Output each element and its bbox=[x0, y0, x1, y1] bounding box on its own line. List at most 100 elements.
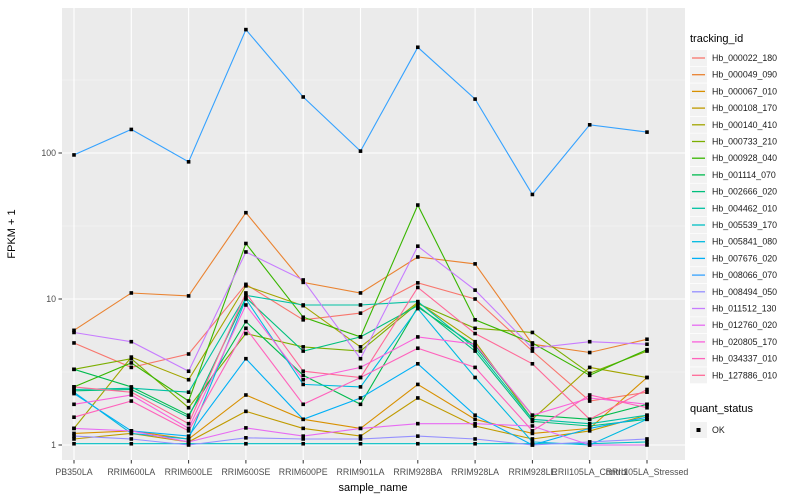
data-point bbox=[129, 399, 134, 403]
data-point bbox=[129, 441, 134, 446]
data-point bbox=[587, 440, 592, 444]
data-point bbox=[416, 285, 420, 290]
data-point bbox=[358, 349, 363, 353]
data-point bbox=[358, 385, 363, 389]
data-point bbox=[416, 382, 420, 387]
data-point bbox=[473, 339, 477, 344]
data-point bbox=[587, 396, 592, 400]
x-tick-label: RRIM928LE bbox=[508, 467, 556, 477]
data-point bbox=[587, 399, 592, 403]
data-point bbox=[416, 346, 420, 351]
data-point bbox=[473, 342, 477, 347]
data-point bbox=[301, 369, 305, 374]
data-point bbox=[416, 441, 420, 446]
data-point bbox=[72, 415, 76, 420]
data-point bbox=[587, 426, 592, 431]
data-point bbox=[301, 382, 305, 387]
legend-item-Hb_000733_210: Hb_000733_210 bbox=[690, 133, 777, 150]
data-point bbox=[129, 386, 134, 390]
series-lines bbox=[72, 27, 649, 447]
quant-status-marker bbox=[696, 428, 701, 432]
data-point bbox=[587, 339, 592, 344]
legend-item-Hb_008066_070: Hb_008066_070 bbox=[690, 267, 777, 284]
data-point bbox=[129, 127, 134, 132]
data-point bbox=[645, 375, 649, 380]
data-point bbox=[473, 318, 477, 322]
data-point bbox=[587, 350, 592, 355]
data-point bbox=[530, 413, 535, 417]
data-point bbox=[244, 326, 248, 331]
data-point bbox=[72, 385, 76, 389]
legend-item-Hb_005841_080: Hb_005841_080 bbox=[690, 233, 777, 250]
data-point bbox=[186, 440, 191, 444]
data-point bbox=[473, 288, 477, 292]
data-point bbox=[530, 431, 535, 436]
data-point bbox=[587, 424, 592, 428]
legend-item-label: Hb_000733_210 bbox=[712, 137, 777, 147]
data-point bbox=[358, 375, 363, 380]
data-point bbox=[473, 326, 477, 331]
legend-item-Hb_008494_050: Hb_008494_050 bbox=[690, 283, 777, 300]
data-point bbox=[645, 387, 649, 392]
legend-item-label: Hb_000022_180 bbox=[712, 53, 777, 63]
data-point bbox=[129, 429, 134, 433]
data-point bbox=[301, 315, 305, 320]
legend-item-Hb_001114_070: Hb_001114_070 bbox=[690, 166, 776, 183]
data-point bbox=[301, 434, 305, 438]
data-point bbox=[473, 297, 477, 301]
data-point bbox=[530, 429, 535, 433]
data-point bbox=[186, 429, 191, 433]
data-point bbox=[358, 402, 363, 407]
data-point bbox=[186, 369, 191, 374]
data-point bbox=[301, 417, 305, 422]
data-point bbox=[186, 399, 191, 403]
data-point bbox=[587, 417, 592, 422]
legend-item-label: Hb_011512_130 bbox=[712, 304, 777, 314]
data-point bbox=[530, 424, 535, 428]
data-point bbox=[244, 409, 248, 414]
data-point bbox=[301, 373, 305, 378]
x-tick-label: RRIM600SE bbox=[221, 467, 270, 477]
data-point bbox=[186, 352, 191, 356]
data-point bbox=[645, 417, 649, 422]
data-point bbox=[301, 318, 305, 322]
data-point bbox=[416, 303, 420, 308]
data-point bbox=[416, 203, 420, 207]
data-point bbox=[129, 393, 134, 397]
data-point bbox=[244, 210, 248, 215]
data-point bbox=[72, 328, 76, 333]
data-point bbox=[72, 387, 76, 392]
legend-item-quant-OK: OK bbox=[690, 422, 725, 438]
y-tick-label: 1 bbox=[51, 440, 56, 450]
data-point bbox=[645, 390, 649, 394]
legend-item-Hb_000049_090: Hb_000049_090 bbox=[690, 66, 777, 83]
legend-item-Hb_000140_410: Hb_000140_410 bbox=[690, 116, 777, 133]
data-point bbox=[473, 331, 477, 336]
data-point bbox=[416, 45, 420, 50]
data-point bbox=[186, 443, 191, 447]
data-point bbox=[473, 365, 477, 370]
data-point bbox=[244, 250, 248, 254]
data-point bbox=[530, 346, 535, 351]
data-point bbox=[587, 371, 592, 376]
legend-item-label: Hb_034337_010 bbox=[712, 354, 777, 364]
data-point bbox=[645, 405, 649, 410]
data-point bbox=[129, 431, 134, 436]
data-point bbox=[244, 393, 248, 397]
legend-title-quant-status: quant_status bbox=[690, 403, 753, 415]
legend-item-label: Hb_005539_170 bbox=[712, 220, 777, 230]
data-point bbox=[358, 345, 363, 349]
data-point bbox=[645, 413, 649, 417]
data-point bbox=[645, 415, 649, 420]
legend-item-Hb_000108_170: Hb_000108_170 bbox=[690, 100, 777, 117]
data-point bbox=[186, 160, 191, 164]
legend-item-label: Hb_012760_020 bbox=[712, 320, 777, 330]
data-point bbox=[129, 437, 134, 441]
data-point bbox=[416, 434, 420, 438]
legend-item-label: Hb_000108_170 bbox=[712, 103, 777, 113]
legend-item-Hb_011512_130: Hb_011512_130 bbox=[690, 300, 777, 317]
data-point bbox=[244, 436, 248, 440]
plot-panel bbox=[62, 8, 685, 460]
data-point bbox=[301, 426, 305, 431]
data-point bbox=[301, 441, 305, 446]
